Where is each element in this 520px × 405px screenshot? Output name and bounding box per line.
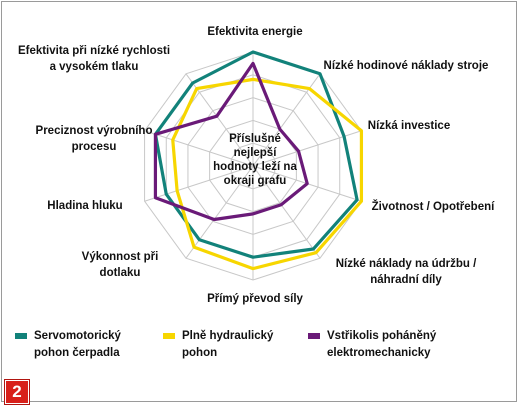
series-3-point-1 bbox=[251, 62, 255, 65]
series-1-point-3 bbox=[342, 135, 346, 138]
grid-spoke-5 bbox=[252, 165, 321, 259]
series-2-point-5 bbox=[314, 251, 318, 254]
series-3-point-4 bbox=[306, 182, 309, 185]
axis-label-8: Hladina hluku bbox=[47, 200, 122, 212]
series-3-point-10 bbox=[215, 114, 219, 118]
series-3-point-6 bbox=[251, 212, 255, 216]
series-1-point-6 bbox=[251, 256, 255, 259]
series-1-point-8 bbox=[165, 192, 168, 196]
axis-label-7: Výkonnost při dotlaku bbox=[82, 251, 159, 279]
series-2-point-6 bbox=[251, 267, 255, 270]
axis-labels: Efektivita energie Nízké hodinové náklady… bbox=[18, 26, 495, 305]
series-1-point-5 bbox=[312, 247, 315, 251]
legend-swatch-2 bbox=[163, 333, 175, 339]
grid-spoke-8 bbox=[144, 165, 254, 202]
grid-spoke-9 bbox=[144, 130, 254, 167]
series-3-point-3 bbox=[297, 150, 300, 153]
legend-label-1: Servomotorický pohon čerpadla bbox=[34, 330, 122, 359]
series-2-point-1 bbox=[251, 78, 255, 81]
center-note-text: Příslušné nejlepší hodnoty leží na okraji g… bbox=[213, 133, 297, 187]
series-3-point-7 bbox=[212, 218, 216, 221]
axis-label-3: Nízká investice bbox=[368, 120, 450, 132]
figure-number-badge: 2 bbox=[5, 380, 29, 404]
legend-swatch-1 bbox=[15, 333, 27, 339]
series-2-point-8 bbox=[175, 189, 179, 192]
axis-label-6: Přímý převod síly bbox=[207, 293, 303, 305]
series-2-point-9 bbox=[171, 138, 174, 142]
series-2-point-4 bbox=[360, 200, 363, 203]
series-3-point-5 bbox=[279, 203, 283, 206]
legend-label-2: Plně hydraulický pohon bbox=[182, 330, 274, 359]
center-note: Příslušné nejlepší hodnoty leží na okraji g… bbox=[213, 133, 297, 187]
series-1-point-7 bbox=[198, 238, 201, 241]
legend: Servomotorický pohon čerpadla Plně hydraul… bbox=[15, 330, 437, 359]
series-2-point-2 bbox=[308, 87, 311, 90]
series-1-point-1 bbox=[251, 50, 255, 54]
axis-label-2: Nízké hodinové náklady stroje bbox=[324, 60, 489, 72]
series-2-point-10 bbox=[195, 87, 198, 90]
series-3-point-2 bbox=[278, 127, 282, 131]
radar-grid bbox=[144, 51, 362, 281]
legend-swatch-3 bbox=[308, 333, 320, 339]
series-2-point-7 bbox=[192, 245, 196, 249]
series-1-point-10 bbox=[191, 81, 194, 85]
axis-label-1: Efektivita energie bbox=[207, 26, 302, 38]
series-2-point-3 bbox=[360, 129, 363, 132]
grid-spoke-7 bbox=[185, 165, 254, 259]
axis-label-4: Životnost / Opotřebení bbox=[372, 200, 495, 213]
series-1-point-4 bbox=[355, 198, 359, 202]
axis-label-10: Efektivita při nízké rychlosti a vysokém … bbox=[18, 45, 170, 73]
legend-label-3: Vstřikolis poháněný elektromechanicky bbox=[327, 330, 437, 359]
radar-series bbox=[153, 50, 364, 271]
axis-label-5: Nízké náklady na údržbu / náhradní díly bbox=[336, 258, 477, 286]
series-1-point-2 bbox=[318, 72, 322, 75]
axis-label-9: Preciznost výrobního procesu bbox=[36, 125, 153, 153]
series-3-point-9 bbox=[154, 133, 157, 136]
series-3-point-8 bbox=[154, 196, 157, 199]
